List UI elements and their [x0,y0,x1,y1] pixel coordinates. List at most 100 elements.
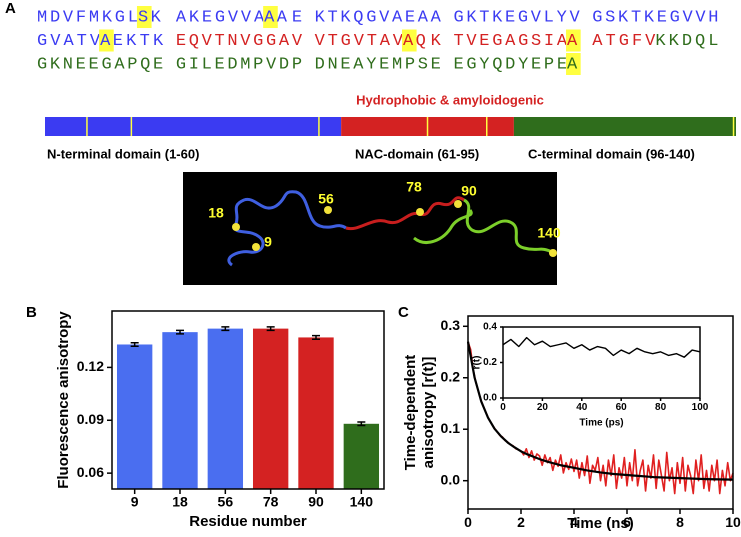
structure-label: 140 [537,225,561,241]
sequence-run: GKTKEGVLYV [453,8,580,27]
error-bar [130,341,139,347]
y-tick-label: 0.06 [77,464,104,480]
annotation: Hydrophobic & amyloidogenic [356,92,544,107]
x-tick-label: 9 [131,494,139,510]
error-bar [176,329,184,335]
x-tick-label: 2 [517,514,525,530]
sequence-run: TVEGAGSIA [453,32,567,51]
structure-label: 78 [406,179,422,195]
sequence-run: EKTK [113,32,164,51]
error-bar [266,326,275,332]
sequence-run: GKNEEGAPQE [37,55,163,74]
y-tick-label: 0.2 [483,357,497,368]
sequence-run: QK [416,32,442,51]
plot-frame [111,310,385,490]
y-axis-label: Fluorescence anisotropy [55,311,72,489]
inset-background [503,327,700,398]
sequence-run: KTKQGVAEAA [315,8,442,27]
y-axis-label: r(t) [472,356,483,370]
residue-highlight [99,29,114,52]
sequence-run: KKDQL [655,32,718,51]
data-line [502,336,701,358]
structure-chain [227,190,347,267]
domain-segment [513,117,736,136]
structure-background [183,172,557,285]
sequence-run: A [567,32,578,51]
x-tick-label: 56 [218,494,234,510]
sequence-run: AE [277,8,302,27]
bar [252,328,289,489]
sequence-run: MDVFMKGL [37,8,138,27]
x-tick-label: 6 [623,514,631,530]
structure-site [252,243,260,251]
error-bar [357,421,366,427]
y-tick-label: 0.4 [483,322,497,333]
sequence-run: A [100,32,111,51]
x-tick-label: 140 [350,494,374,510]
y-tick-label: 0.3 [441,317,461,333]
x-tick-label: 60 [616,402,628,413]
panel-label: A [5,0,16,17]
x-tick-label: 8 [676,514,684,530]
bar [298,337,334,489]
x-tick-label: 40 [576,402,588,413]
x-tick-label: 78 [263,494,279,510]
error-bar [312,334,320,340]
domain-label: NAC-domain (61-95) [355,146,479,161]
structure-chain [413,209,473,244]
sequence-run: EGYQDYEPE [453,55,567,74]
y-axis-label: anisotropy [r(t)] [420,357,437,469]
bar [207,328,244,489]
structure-site [324,206,332,214]
bar [116,344,153,489]
structure-chain [463,198,553,254]
sequence-run: ATGFV [592,32,656,51]
x-tick-label: 90 [308,494,324,510]
x-tick-label: 80 [655,402,667,413]
y-axis-label: Time-dependent [402,355,419,471]
sequence-run: EQVTNVGGAV [176,32,303,51]
y-tick-label: 0.2 [441,368,461,384]
structure-site [549,249,557,257]
x-tick-label: 0 [464,514,472,530]
sequence-run: GVATV [37,32,101,51]
bar [162,332,198,489]
residue-highlight [401,29,417,52]
plot-frame [467,315,734,510]
x-tick-label: 18 [172,494,188,510]
structure-label: 56 [318,191,334,207]
plot-frame [502,326,701,399]
x-tick-label: 0 [500,402,506,413]
domain-label: N-terminal domain (1-60) [47,146,199,161]
domain-label: C-terminal domain (96-140) [528,146,695,161]
x-axis-label: Residue number [189,513,307,530]
x-tick-label: 4 [570,514,578,530]
sequence-run: VTGVTAV [315,32,404,51]
x-tick-label: 100 [692,402,709,413]
error-bar [221,326,230,332]
sequence-run: A [567,55,578,74]
bar [343,423,380,489]
y-tick-label: 0.12 [77,358,104,374]
sequence-run: K [151,8,162,27]
structure-label: 90 [461,183,477,199]
panel-label: B [26,304,37,321]
structure-site [454,200,462,208]
y-tick-label: 0.1 [441,420,461,436]
sequence-run: A [403,32,414,51]
structure-label: 18 [208,205,224,221]
structure-site [416,208,424,216]
sequence-run: AKEGVVA [176,8,265,27]
y-tick-label: 0.0 [441,471,461,487]
residue-highlight [566,29,581,52]
data-line [466,341,734,481]
y-tick-label: 0.09 [77,411,104,427]
structure-label: 9 [264,234,272,250]
residue-highlight [566,53,581,75]
sequence-run: DNEAYEMPSE [315,55,441,74]
structure-site [232,223,240,231]
sequence-run: A [264,8,275,27]
residue-highlight [263,6,278,28]
sequence-run: GSKTKEGVVH [592,8,718,27]
